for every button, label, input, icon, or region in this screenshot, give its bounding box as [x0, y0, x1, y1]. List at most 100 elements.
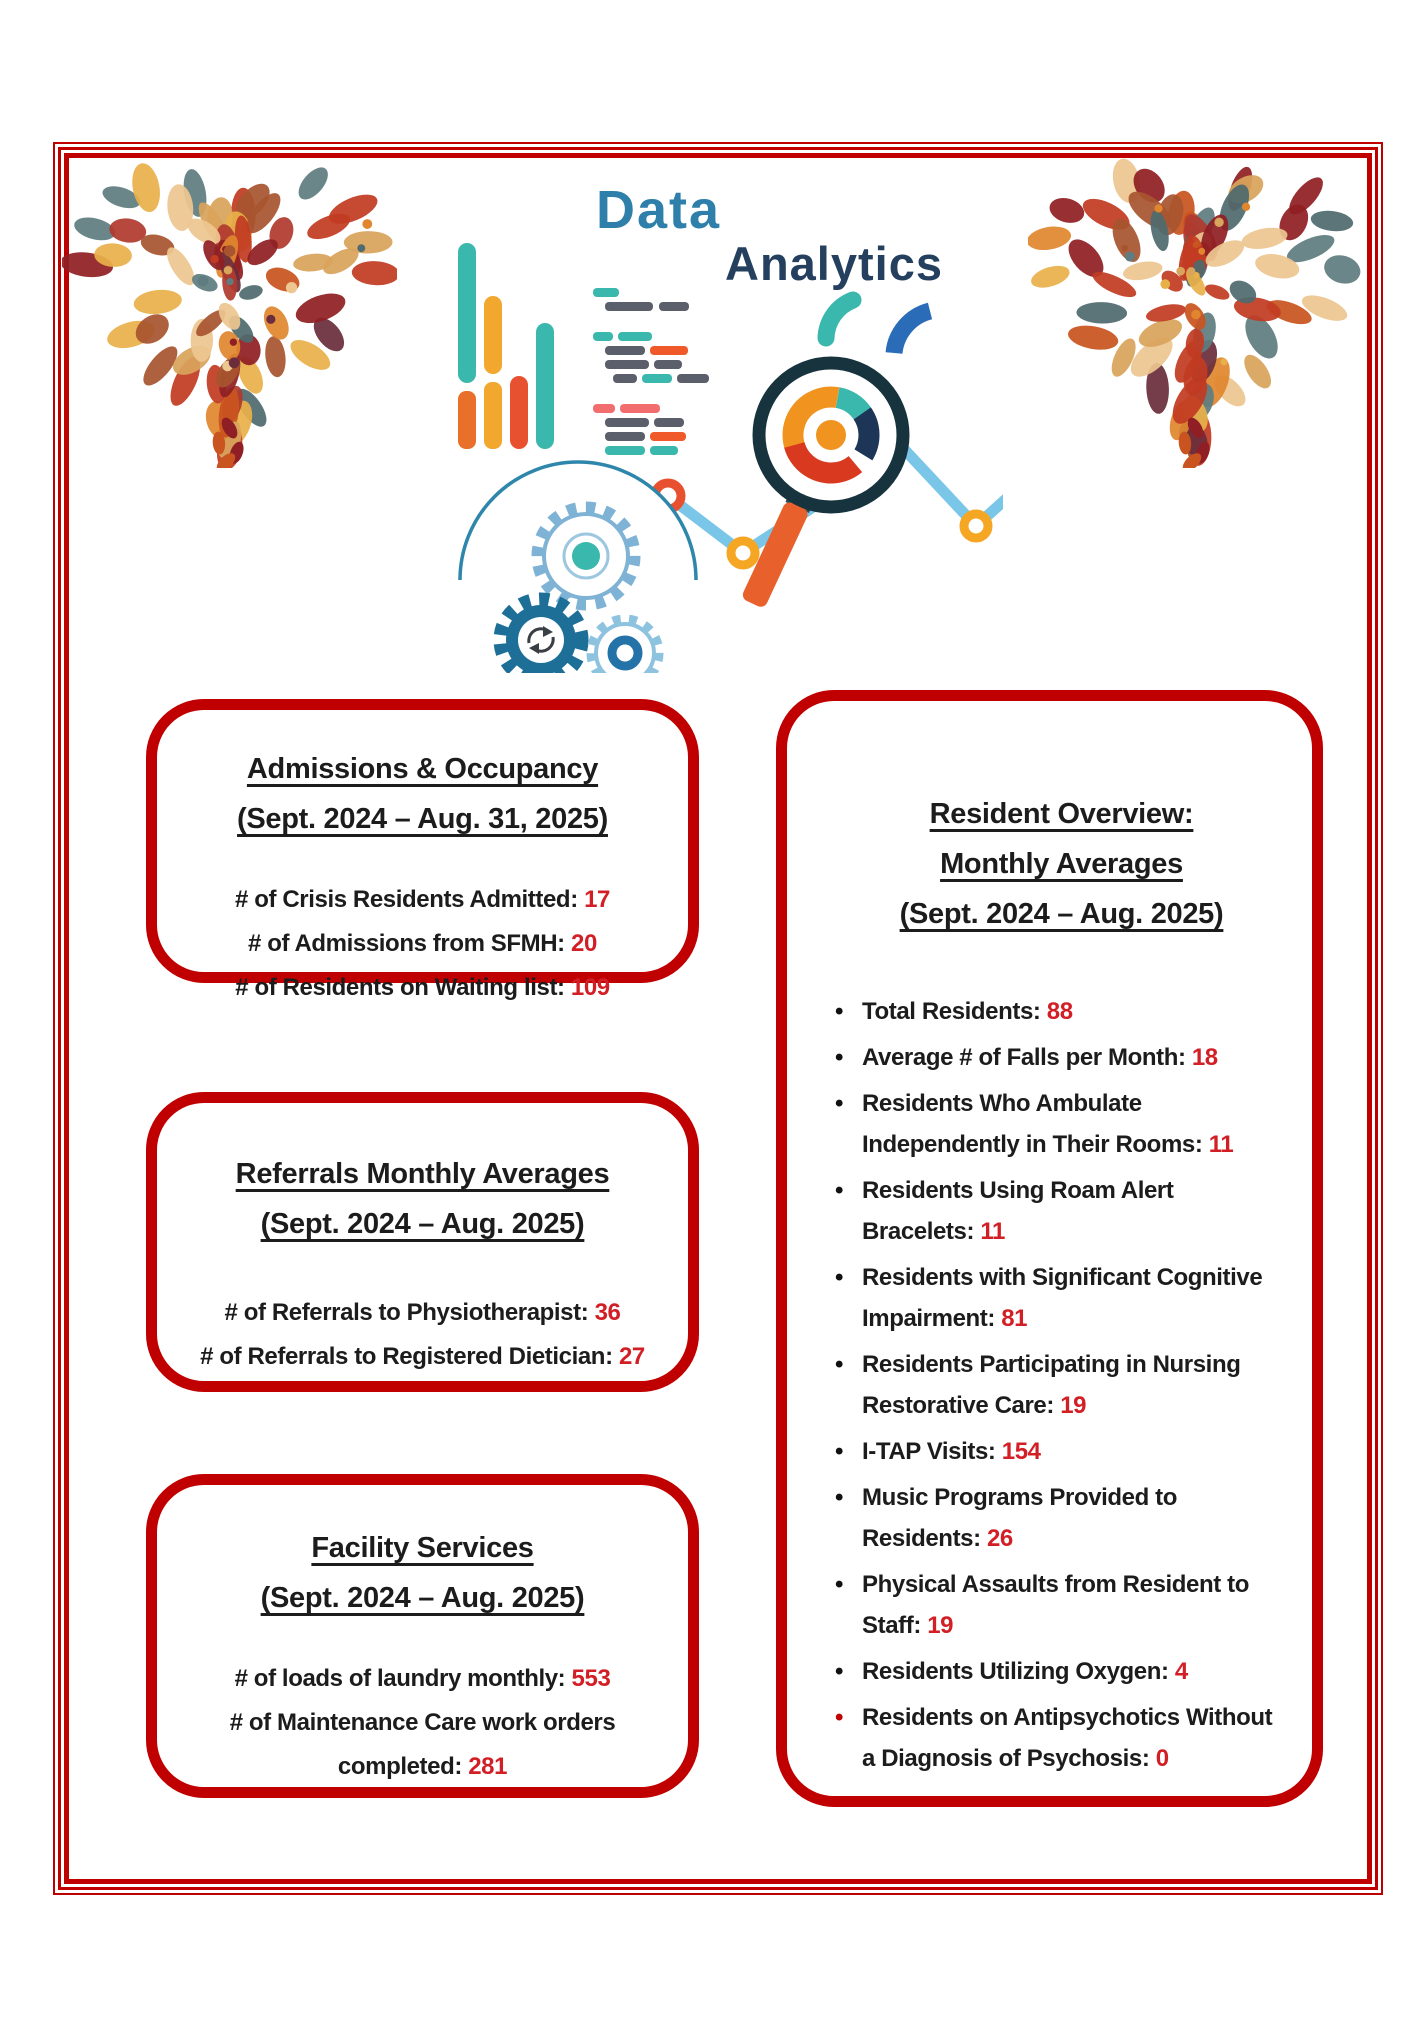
stat-value: 11: [1208, 1131, 1234, 1158]
stat-label: # of Referrals to Physiotherapist:: [224, 1299, 595, 1326]
swoosh-arcs-icon: [817, 291, 933, 355]
bullet-text: Residents Utilizing Oxygen: 4: [862, 1651, 1288, 1692]
resident-overview-box: Resident Overview: Monthly Averages (Sep…: [776, 690, 1323, 1807]
bullet-stat-item: • Residents on Antipsychotics Without a D…: [835, 1697, 1288, 1779]
leaf-shape: [1205, 284, 1230, 300]
bullet-marker: •: [835, 998, 844, 1025]
berry-dot: [228, 357, 240, 369]
bullet-marker: •: [835, 1658, 844, 1685]
resident-box-subtitle: (Sept. 2024 – Aug. 2025): [899, 898, 1224, 930]
bullet-stat-item: • Music Programs Provided to Residents: 2…: [835, 1477, 1288, 1559]
berry-dot: [223, 266, 233, 275]
berry-dot: [285, 282, 298, 294]
bullet-marker: •: [835, 1177, 844, 1204]
leaf-shape: [351, 261, 397, 286]
stat-value: 36: [594, 1299, 621, 1326]
berry-dot: [226, 278, 234, 286]
admissions-box-subtitle: (Sept. 2024 – Aug. 31, 2025): [237, 803, 608, 835]
berry-dot: [229, 338, 238, 346]
stat-value: 19: [927, 1612, 954, 1639]
leaf-shape: [323, 248, 359, 275]
leaf-shape: [1205, 240, 1245, 267]
stat-label: Residents Utilizing Oxygen:: [862, 1658, 1175, 1685]
sprig-leaf: [216, 453, 236, 468]
berry-dot: [1124, 251, 1136, 262]
resident-box-title-line2: Monthly Averages: [940, 848, 1183, 880]
sprig-leaf: [1178, 431, 1192, 455]
stat-value: 17: [584, 886, 610, 913]
leaf-shape: [313, 317, 345, 352]
facility-box-title: Facility Services: [311, 1532, 534, 1564]
berry-dot: [1220, 358, 1228, 366]
leaf-shape: [196, 309, 226, 337]
berry-dot: [1192, 241, 1200, 249]
berry-dot: [1241, 202, 1251, 211]
berry-dot: [223, 245, 236, 257]
leaf-shape: [1112, 218, 1141, 262]
stat-label: Residents Participating in Nursing Resto…: [862, 1351, 1241, 1419]
stat-label: Residents on Antipsychotics Without a Di…: [862, 1704, 1273, 1772]
stat-label: # of loads of laundry monthly:: [234, 1665, 572, 1692]
berry-dot: [1198, 247, 1206, 255]
bullet-stat-item: • Total Residents: 88: [835, 991, 1288, 1032]
leaf-shape: [74, 217, 116, 241]
stat-item: # of Referrals to Registered Dietician: …: [177, 1335, 668, 1379]
leaf-shape: [167, 184, 194, 231]
stat-label: # of Maintenance Care work orders comple…: [229, 1709, 616, 1780]
berry-dot: [1193, 272, 1200, 279]
leaf-shape: [1138, 319, 1182, 347]
leaf-shape: [1255, 254, 1300, 279]
berry-dot: [266, 314, 276, 324]
sprig-leaf: [1187, 417, 1204, 439]
bullet-marker: •: [835, 1704, 844, 1731]
leaf-shape: [1031, 265, 1070, 288]
leaf-shape: [1130, 337, 1173, 377]
leaf-shape: [1186, 269, 1206, 296]
leaf-shape: [1145, 304, 1186, 322]
leaf-shape: [293, 253, 334, 272]
stat-value: 20: [571, 930, 597, 957]
leaf-shape: [234, 215, 252, 263]
berry-dot: [197, 275, 209, 287]
header-title-analytics: Analytics: [725, 237, 943, 290]
stat-value: 109: [570, 974, 610, 1001]
leaf-shape: [237, 356, 263, 394]
bullet-stat-item: • I-TAP Visits: 154: [835, 1431, 1288, 1472]
stat-label: Total Residents:: [862, 998, 1047, 1025]
sprig-leaf: [221, 417, 238, 439]
stat-value: 88: [1046, 998, 1073, 1025]
berry-dot: [1186, 267, 1196, 276]
referrals-box: Referrals Monthly Averages (Sept. 2024 –…: [146, 1092, 699, 1392]
page-border-frame-mid: [58, 147, 1378, 1890]
leaf-shape: [1279, 204, 1309, 241]
stat-item: # of Residents on Waiting list: 109: [177, 966, 668, 1010]
leaf-shape: [235, 183, 270, 220]
leaf-shape: [247, 239, 278, 266]
magnifier-donut-icon: [742, 356, 910, 607]
bullet-stat-item: • Physical Assaults from Resident to Staf…: [835, 1564, 1288, 1646]
leaf-shape: [1146, 362, 1169, 414]
bullet-text: Residents Using Roam Alert Bracelets: 11: [862, 1170, 1288, 1252]
leaf-shape: [94, 243, 132, 267]
stat-value: 27: [618, 1343, 645, 1370]
bullet-stat-item: • Average # of Falls per Month: 18: [835, 1037, 1288, 1078]
leaf-shape: [298, 167, 328, 200]
leaf-shape: [143, 346, 178, 386]
leaf-shape: [1122, 261, 1163, 281]
leaf-shape: [218, 331, 241, 360]
leaf-shape: [239, 285, 263, 300]
leaf-shape: [218, 302, 241, 330]
facility-services-box: Facility Services (Sept. 2024 – Aug. 202…: [146, 1474, 699, 1798]
stat-value: 11: [980, 1218, 1005, 1245]
leaf-shape: [1324, 255, 1361, 284]
autumn-leaf-heart-right-image: [1028, 158, 1361, 468]
berry-dot: [362, 219, 373, 229]
bullet-text: I-TAP Visits: 154: [862, 1431, 1288, 1472]
stat-item: # of loads of laundry monthly: 553: [177, 1657, 668, 1701]
leaf-shape: [132, 163, 160, 212]
resident-overview-bullet-list: • Total Residents: 88 • Average # of Falls …: [835, 991, 1288, 1779]
stat-value: 281: [468, 1753, 508, 1780]
stat-label: Physical Assaults from Resident to Staff…: [862, 1571, 1249, 1639]
leaf-shape: [1028, 226, 1072, 251]
berry-dot: [210, 254, 219, 264]
